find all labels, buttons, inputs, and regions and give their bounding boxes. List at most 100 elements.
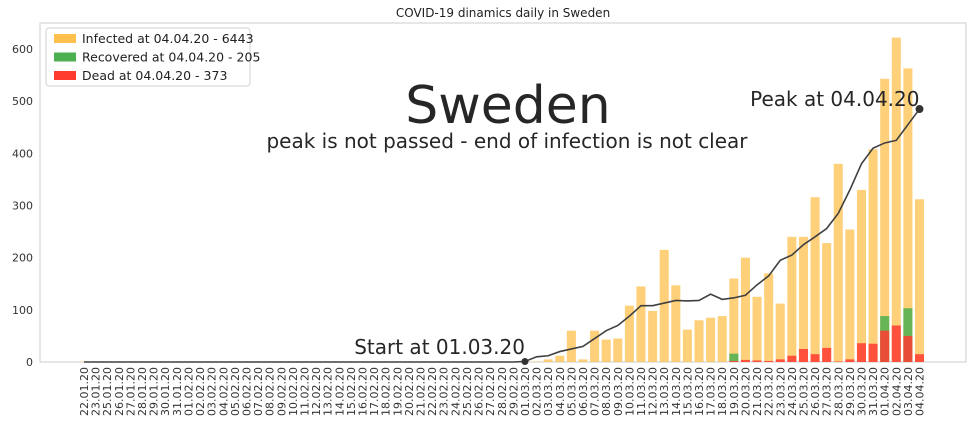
bar-infected-08.03.20 <box>601 339 611 362</box>
x-tick-label: 20.03.20 <box>739 367 752 416</box>
x-tick-label: 30.01.20 <box>159 367 172 416</box>
x-tick-label: 14.02.20 <box>333 367 346 416</box>
x-tick-label: 15.03.20 <box>681 367 694 416</box>
x-tick-label: 05.03.20 <box>565 367 578 416</box>
start-marker <box>521 357 529 365</box>
y-axis: 0 100 200 300 400 500 600 <box>12 43 33 369</box>
x-axis: 22.01.2023.01.2025.01.2026.01.2027.01.20… <box>78 367 927 416</box>
bar-dead-29.03.20 <box>845 359 855 362</box>
annotation-peak: Peak at 04.04.20 <box>750 87 919 111</box>
x-tick-label: 27.02.20 <box>484 367 497 416</box>
x-tick-label: 26.02.20 <box>473 367 486 416</box>
x-tick-label: 01.03.20 <box>519 367 532 416</box>
bar-infected-30.03.20 <box>856 189 867 362</box>
x-tick-label: 27.01.20 <box>124 367 137 416</box>
bar-dead-24.03.20 <box>787 355 797 362</box>
bar-dead-20.03.20 <box>740 359 750 362</box>
x-tick-label: 04.02.20 <box>217 367 230 416</box>
x-tick-label: 11.03.20 <box>635 367 648 416</box>
x-tick-label: 22.03.20 <box>763 367 776 416</box>
x-tick-label: 17.03.20 <box>705 367 718 416</box>
x-tick-label: 25.01.20 <box>101 367 114 416</box>
x-tick-label: 09.03.20 <box>612 367 625 416</box>
x-tick-label: 17.02.20 <box>368 367 381 416</box>
bar-infected-28.03.20 <box>833 163 843 362</box>
x-tick-label: 06.03.20 <box>577 367 590 416</box>
bar-infected-12.03.20 <box>648 310 658 362</box>
x-tick-label: 08.03.20 <box>600 367 613 416</box>
x-tick-label: 24.02.20 <box>449 367 462 416</box>
bar-infected-24.03.20 <box>787 236 797 362</box>
x-tick-label: 18.03.20 <box>716 367 729 416</box>
bar-dead-04.04.20 <box>914 354 925 362</box>
bar-dead-22.03.20 <box>764 360 774 362</box>
x-tick-label: 24.03.20 <box>786 367 799 416</box>
bar-infected-27.03.20 <box>822 243 832 362</box>
bar-infected-16.03.20 <box>694 320 704 362</box>
bar-dead-03.04.20 <box>903 335 913 362</box>
x-tick-label: 15.02.20 <box>345 367 358 416</box>
bar-infected-01.04.20 <box>880 78 890 362</box>
bar-dead-27.03.20 <box>822 347 832 362</box>
x-tick-label: 04.03.20 <box>554 367 567 416</box>
bar-infected-23.03.20 <box>775 303 785 362</box>
y-tick-200: 200 <box>12 252 33 265</box>
legend-box <box>45 27 251 87</box>
x-tick-label: 18.02.20 <box>380 367 393 416</box>
x-tick-label: 23.02.20 <box>438 367 451 416</box>
x-tick-label: 22.01.20 <box>78 367 91 416</box>
x-tick-label: 29.02.20 <box>507 367 520 416</box>
x-tick-label: 04.04.20 <box>914 367 927 416</box>
annotation-country: Sweden <box>405 76 611 136</box>
x-tick-label: 31.03.20 <box>867 367 880 416</box>
x-tick-label: 23.03.20 <box>774 367 787 416</box>
bar-infected-15.03.20 <box>682 329 692 362</box>
x-tick-label: 21.02.20 <box>415 367 428 416</box>
x-tick-label: 10.03.20 <box>623 367 636 416</box>
peak-marker <box>915 105 924 114</box>
bar-infected-17.03.20 <box>706 317 716 362</box>
x-tick-label: 29.03.20 <box>844 367 857 416</box>
x-tick-label: 23.01.20 <box>90 367 103 416</box>
bar-dead-25.03.20 <box>798 348 808 362</box>
x-tick-label: 05.02.20 <box>229 367 242 416</box>
bar-dead-31.03.20 <box>868 343 878 362</box>
legend-swatch-dead <box>54 71 76 80</box>
x-tick-label: 28.03.20 <box>832 367 845 416</box>
x-tick-label: 19.02.20 <box>391 367 404 416</box>
bar-dead-23.03.20 <box>775 359 785 362</box>
bar-recovered-03.04.20 <box>903 308 913 362</box>
x-tick-label: 21.03.20 <box>751 367 764 416</box>
x-tick-label: 02.04.20 <box>890 367 903 416</box>
x-tick-label: 16.03.20 <box>693 367 706 416</box>
bar-infected-22.03.20 <box>764 273 774 362</box>
bar-infected-31.03.20 <box>868 149 878 362</box>
x-tick-label: 14.03.20 <box>670 367 683 416</box>
x-tick-label: 03.02.20 <box>206 367 219 416</box>
bar-dead-01.04.20 <box>880 330 890 362</box>
x-tick-label: 12.03.20 <box>647 367 660 416</box>
bar-infected-21.03.20 <box>752 296 762 362</box>
x-tick-label: 01.02.20 <box>182 367 195 416</box>
x-tick-label: 25.03.20 <box>797 367 810 416</box>
legend-swatch-recovered <box>54 52 76 62</box>
x-tick-label: 28.01.20 <box>136 367 149 416</box>
bar-infected-04.03.20 <box>555 355 565 362</box>
x-tick-label: 30.03.20 <box>855 367 868 416</box>
y-tick-0: 0 <box>26 356 33 369</box>
x-tick-label: 02.03.20 <box>531 367 544 416</box>
legend-label-recovered: Recovered at 04.04.20 - 205 <box>82 50 260 65</box>
x-tick-label: 03.04.20 <box>902 367 915 416</box>
bar-infected-11.03.20 <box>636 286 646 362</box>
x-tick-label: 13.02.20 <box>322 367 335 416</box>
bar-infected-18.03.20 <box>717 316 727 362</box>
bar-infected-19.03.20 <box>729 278 739 362</box>
bar-infected-06.03.20 <box>578 359 588 362</box>
x-tick-label: 28.02.20 <box>496 367 509 416</box>
x-tick-label: 22.02.20 <box>426 367 439 416</box>
x-tick-label: 16.02.20 <box>357 367 370 416</box>
bar-dead-21.03.20 <box>752 360 762 362</box>
bar-dead-26.03.20 <box>810 354 820 362</box>
x-tick-label: 29.01.20 <box>148 367 161 416</box>
